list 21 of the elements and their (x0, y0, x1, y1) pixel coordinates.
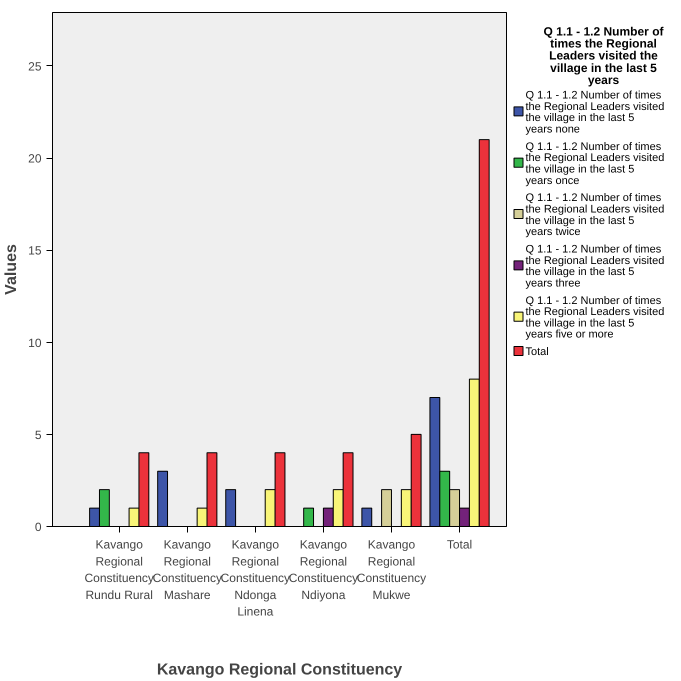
legend-label: Q 1.1 - 1.2 Number of times the Regional Leaders visited the village in the last 5 years once (526, 140, 664, 187)
legend-title: Q 1.1 - 1.2 Number of times the Regional Leaders visited the village in the last 5 years (543, 24, 665, 87)
legend-label: Q 1.1 - 1.2 Number of times the Regional Leaders visited the village in the last 5 years twice (526, 192, 664, 238)
legend-label: Total (526, 346, 549, 358)
x-tick-label: Kavango Regional Constituency Ndonga Linena (220, 538, 290, 619)
x-tick-label: Kavango Regional Constituency Rundu Rural (84, 538, 154, 602)
y-tick-label: 20 (28, 152, 42, 166)
legend-label: Q 1.1 - 1.2 Number of times the Regional Leaders visited the village in the last 5 years three (526, 243, 664, 290)
y-tick-label: 0 (34, 520, 42, 534)
x-tick-label: Kavango Regional Constituency Mashare (152, 538, 222, 602)
legend-label: Q 1.1 - 1.2 Number of times the Regional Leaders visited the village in the last 5 years none (526, 89, 664, 136)
x-axis-title: Kavango Regional Constituency (156, 662, 402, 679)
x-tick-label: Total (446, 538, 472, 552)
y-tick-label: 15 (28, 244, 42, 258)
y-tick-label: 5 (34, 428, 42, 442)
x-tick-label: Kavango Regional Constituency Mukwe (356, 538, 426, 602)
y-tick-label: 25 (28, 59, 42, 74)
y-tick-label: 10 (28, 336, 42, 350)
legend-label: Q 1.1 - 1.2 Number of times the Regional Leaders visited the village in the last 5 years five or more (526, 294, 664, 341)
y-axis-title: Values (3, 244, 20, 295)
x-tick-label: Kavango Regional Constituency Ndiyona (288, 538, 358, 602)
